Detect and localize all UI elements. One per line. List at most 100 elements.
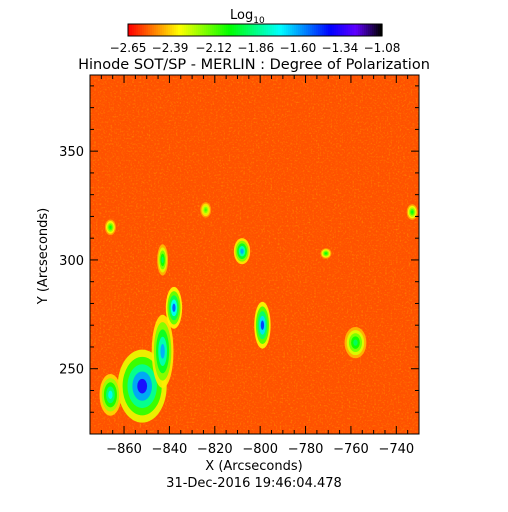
colorbar-swatch (284, 24, 287, 36)
colorbar-tick-label: −1.60 (279, 41, 316, 55)
colorbar-swatch (324, 24, 327, 36)
colorbar-swatch (254, 24, 257, 36)
colorbar-swatch (266, 24, 269, 36)
y-axis-label: Y (Arcseconds) (36, 208, 51, 305)
colorbar-swatch (262, 24, 265, 36)
colorbar-swatch (186, 24, 189, 36)
colorbar-label-subscript: 10 (253, 16, 265, 26)
colorbar-swatch (256, 24, 259, 36)
colorbar-swatch (362, 24, 365, 36)
colorbar-swatch (170, 24, 173, 36)
map-region (172, 303, 176, 312)
colorbar-swatch (238, 24, 241, 36)
colorbar-swatch (330, 24, 333, 36)
colorbar-swatch (140, 24, 143, 36)
colorbar-swatch (290, 24, 293, 36)
x-tick-label: −820 (197, 442, 233, 457)
colorbar-swatch (146, 24, 149, 36)
y-tick-label: 250 (59, 363, 84, 378)
y-tick-label: 350 (59, 145, 84, 160)
colorbar-swatch (232, 24, 235, 36)
colorbar-swatch (210, 24, 213, 36)
colorbar-swatch (168, 24, 171, 36)
colorbar-swatch (370, 24, 373, 36)
colorbar-swatch (292, 24, 295, 36)
colorbar-swatch (288, 24, 291, 36)
colorbar-swatch (250, 24, 253, 36)
colorbar-swatch (338, 24, 341, 36)
map-region (324, 252, 328, 255)
colorbar-swatch (260, 24, 263, 36)
colorbar-swatch (350, 24, 353, 36)
colorbar-swatch (182, 24, 185, 36)
colorbar-tick-label: −2.65 (110, 41, 147, 55)
colorbar-swatch (336, 24, 339, 36)
colorbar-label-base: Log (230, 8, 253, 23)
polarization-map (90, 75, 419, 434)
colorbar-swatch (200, 24, 203, 36)
map-regions (99, 202, 418, 423)
colorbar-swatch (346, 24, 349, 36)
x-tick-label: −760 (333, 442, 369, 457)
colorbar-swatch (314, 24, 317, 36)
colorbar-swatch (162, 24, 165, 36)
map-region (109, 225, 112, 229)
colorbar-swatch (128, 24, 131, 36)
colorbar-tick-label: −2.12 (195, 41, 232, 55)
colorbar-swatch (188, 24, 191, 36)
colorbar-swatch (154, 24, 157, 36)
x-tick-label: −840 (152, 442, 188, 457)
colorbar-swatch (332, 24, 335, 36)
colorbar-swatch (310, 24, 313, 36)
colorbar-swatch (318, 24, 321, 36)
colorbar-swatch (366, 24, 369, 36)
colorbar-ramp (128, 24, 383, 36)
colorbar-swatch (214, 24, 217, 36)
colorbar-swatch (304, 24, 307, 36)
colorbar-swatch (356, 24, 359, 36)
map-region (108, 390, 113, 400)
colorbar: Log10 −2.65 −2.39 −2.12 −1.86 −1.60 −1.34 −1.0… (110, 8, 401, 55)
colorbar-swatch (380, 24, 383, 36)
colorbar-swatch (240, 24, 243, 36)
colorbar-swatch (286, 24, 289, 36)
colorbar-swatch (374, 24, 377, 36)
colorbar-swatch (328, 24, 331, 36)
colorbar-swatch (278, 24, 281, 36)
x-tick-label: −740 (378, 442, 414, 457)
colorbar-swatch (216, 24, 219, 36)
colorbar-swatch (222, 24, 225, 36)
colorbar-swatch (264, 24, 267, 36)
y-tick-label: 300 (59, 254, 84, 269)
colorbar-swatch (176, 24, 179, 36)
colorbar-swatch (300, 24, 303, 36)
timestamp: 31-Dec-2016 19:46:04.478 (166, 476, 342, 491)
colorbar-swatch (160, 24, 163, 36)
colorbar-swatch (192, 24, 195, 36)
colorbar-swatch (184, 24, 187, 36)
colorbar-swatch (296, 24, 299, 36)
colorbar-swatch (228, 24, 231, 36)
colorbar-swatch (368, 24, 371, 36)
map-region (204, 208, 207, 212)
colorbar-swatch (134, 24, 137, 36)
colorbar-swatch (234, 24, 237, 36)
colorbar-swatch (138, 24, 141, 36)
colorbar-swatch (226, 24, 229, 36)
colorbar-swatch (220, 24, 223, 36)
colorbar-swatch (340, 24, 343, 36)
colorbar-swatch (196, 24, 199, 36)
colorbar-swatch (364, 24, 367, 36)
colorbar-swatch (212, 24, 215, 36)
colorbar-swatch (172, 24, 175, 36)
map-region (137, 378, 148, 394)
x-axis-label: X (Arcseconds) (205, 459, 302, 474)
colorbar-swatch (354, 24, 357, 36)
colorbar-swatch (202, 24, 205, 36)
colorbar-tick-label: −1.34 (322, 41, 359, 55)
colorbar-swatch (352, 24, 355, 36)
colorbar-swatch (268, 24, 271, 36)
colorbar-swatch (348, 24, 351, 36)
colorbar-swatch (282, 24, 285, 36)
colorbar-swatch (224, 24, 227, 36)
